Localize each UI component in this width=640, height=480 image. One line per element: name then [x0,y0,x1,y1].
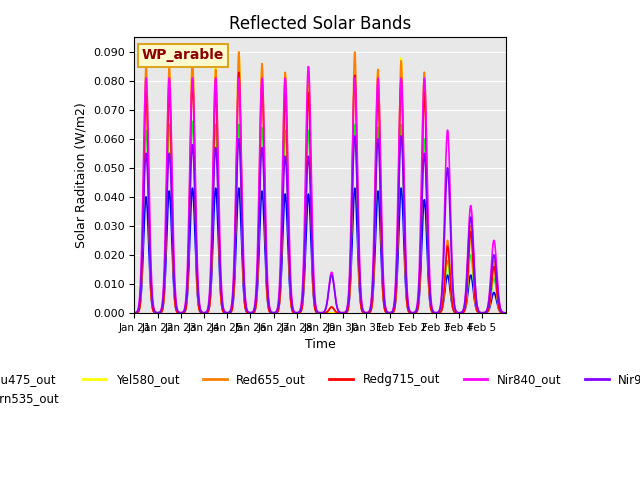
Red655_out [461,307,468,313]
Nir945_out [497,308,505,313]
Red655_out [235,49,243,55]
Yel580_out [461,307,468,312]
Grn535_out [309,276,317,282]
Grn535_out [328,310,335,316]
Yel580_out [406,310,414,316]
Blu475_out [309,288,317,294]
Blu475_out [502,310,509,316]
Blu475_out [461,307,468,313]
Nir840_out [189,75,196,81]
Nir945_out [502,310,509,316]
Nir945_out [189,142,196,147]
Nir945_out [309,267,317,273]
Yel580_out [502,310,509,316]
Nir840_out [309,251,317,257]
Red655_out [406,310,414,315]
Red655_out [309,279,317,285]
Yel580_out [328,310,335,316]
Blu475_out [189,186,196,192]
Grn535_out [189,120,196,125]
Redg715_out [309,282,317,288]
Grn535_out [406,310,414,315]
Grn535_out [502,310,509,316]
Yel580_out [131,310,138,316]
Nir840_out [305,64,312,70]
Yel580_out [309,280,317,286]
Line: Redg715_out: Redg715_out [134,72,506,313]
Nir840_out [131,310,138,316]
Line: Red655_out: Red655_out [134,52,506,313]
Red655_out [497,310,505,315]
Line: Yel580_out: Yel580_out [134,52,506,313]
Yel580_out [189,55,196,60]
Redg715_out [406,310,414,315]
Blu475_out [406,310,414,315]
Text: WP_arable: WP_arable [142,48,224,62]
Line: Nir945_out: Nir945_out [134,136,506,313]
Blu475_out [189,185,196,191]
Yel580_out [497,310,505,315]
Nir840_out [502,310,509,316]
Red655_out [189,55,196,60]
Blu475_out [302,231,310,237]
Legend: Blu475_out, Grn535_out, Yel580_out, Red655_out, Redg715_out, Nir840_out, Nir945_: Blu475_out, Grn535_out, Yel580_out, Red6… [0,368,640,409]
Nir840_out [497,307,505,312]
Nir945_out [131,310,138,316]
Title: Reflected Solar Bands: Reflected Solar Bands [229,15,411,33]
X-axis label: Time: Time [305,338,335,351]
Nir945_out [406,309,414,315]
Yel580_out [235,49,243,55]
Grn535_out [131,310,138,316]
Grn535_out [302,189,310,194]
Nir945_out [397,133,405,139]
Redg715_out [189,78,196,84]
Nir840_out [406,309,414,314]
Redg715_out [461,307,468,313]
Blu475_out [131,310,138,316]
Grn535_out [189,119,196,124]
Nir840_out [461,300,468,306]
Red655_out [302,163,310,169]
Redg715_out [302,175,310,181]
Redg715_out [131,310,138,316]
Nir945_out [302,207,310,213]
Grn535_out [497,309,505,315]
Nir945_out [461,301,468,307]
Blu475_out [328,310,335,316]
Redg715_out [235,69,243,75]
Nir840_out [302,148,310,154]
Line: Grn535_out: Grn535_out [134,121,506,313]
Yel580_out [302,165,310,170]
Line: Blu475_out: Blu475_out [134,188,506,313]
Red655_out [131,310,138,316]
Redg715_out [502,310,509,316]
Red655_out [502,310,509,316]
Y-axis label: Solar Raditaion (W/m2): Solar Raditaion (W/m2) [74,102,88,248]
Blu475_out [497,310,505,315]
Grn535_out [461,306,468,312]
Redg715_out [497,310,505,315]
Line: Nir840_out: Nir840_out [134,67,506,313]
